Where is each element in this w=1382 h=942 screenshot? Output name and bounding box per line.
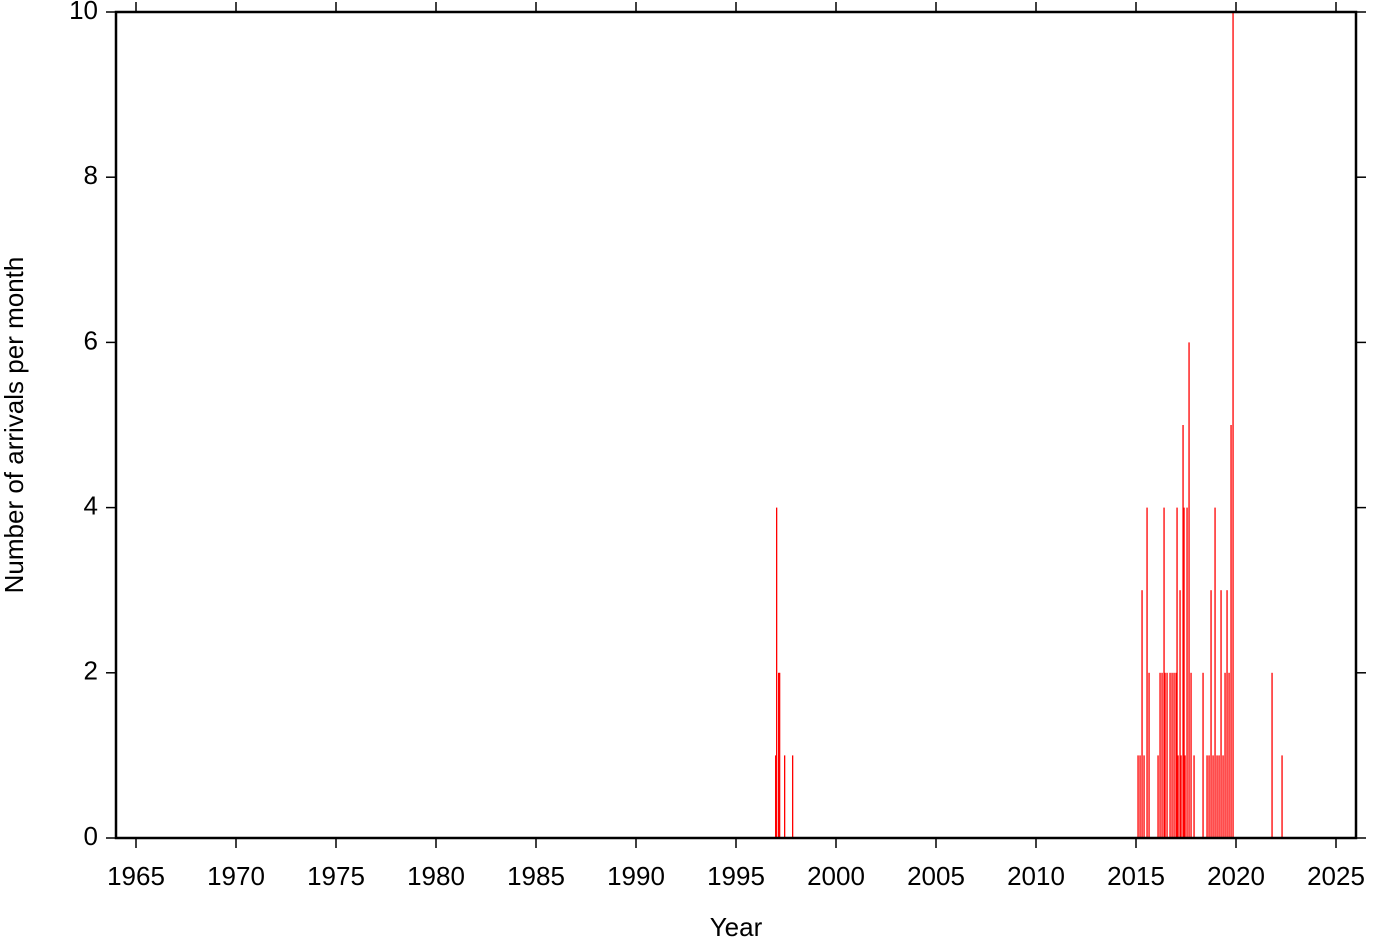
bar	[779, 672, 781, 838]
bar	[784, 755, 786, 838]
bar	[1161, 672, 1163, 838]
x-tick-label: 1975	[307, 861, 365, 891]
bar	[1137, 755, 1139, 838]
y-tick-label: 4	[84, 490, 98, 520]
bar	[1281, 755, 1283, 838]
bar	[1212, 755, 1214, 838]
x-tick-label: 2025	[1307, 861, 1365, 891]
bar	[1188, 342, 1190, 838]
bar	[1208, 755, 1210, 838]
bar	[1224, 672, 1226, 838]
x-tick-label: 1995	[707, 861, 765, 891]
bar	[1139, 755, 1141, 838]
bar	[1180, 755, 1182, 838]
bar	[1218, 755, 1220, 838]
bar	[1148, 672, 1150, 838]
bar	[1183, 507, 1185, 838]
x-axis-label: Year	[710, 912, 763, 942]
y-axis-label: Number of arrivals per month	[0, 257, 29, 594]
bar	[1220, 590, 1222, 838]
x-tick-label: 1970	[207, 861, 265, 891]
x-tick-label: 1985	[507, 861, 565, 891]
bar	[1179, 590, 1181, 838]
bar	[1232, 12, 1234, 838]
x-tick-label: 1965	[107, 861, 165, 891]
bar	[1176, 507, 1178, 838]
x-tick-label: 1990	[607, 861, 665, 891]
bar	[1163, 507, 1165, 838]
bar	[1214, 507, 1216, 838]
bar	[1175, 672, 1177, 838]
bar	[1157, 755, 1159, 838]
bar	[1271, 672, 1273, 838]
y-tick-label: 2	[84, 656, 98, 686]
y-tick-label: 8	[84, 160, 98, 190]
bar	[1177, 755, 1179, 838]
bar	[1182, 425, 1184, 838]
bar	[1228, 672, 1230, 838]
bar	[1171, 672, 1173, 838]
bar	[1193, 755, 1195, 838]
bar	[1206, 755, 1208, 838]
bar	[1186, 507, 1188, 838]
bar	[1141, 590, 1143, 838]
y-tick-label: 0	[84, 821, 98, 851]
bar	[1190, 672, 1192, 838]
bar	[775, 755, 777, 838]
bar	[1210, 590, 1212, 838]
bar	[1169, 672, 1171, 838]
x-tick-label: 2005	[907, 861, 965, 891]
x-tick-label: 2020	[1207, 861, 1265, 891]
bar	[1146, 507, 1148, 838]
bar	[776, 507, 778, 838]
bar	[1184, 755, 1186, 838]
bar	[792, 755, 794, 838]
bar	[1222, 755, 1224, 838]
bar	[1216, 755, 1218, 838]
plot-frame	[114, 10, 1358, 840]
bar	[1164, 672, 1166, 838]
y-tick-label: 10	[69, 0, 98, 25]
y-tick-label: 6	[84, 325, 98, 355]
bar	[1202, 672, 1204, 838]
bar	[1230, 425, 1232, 838]
bar	[778, 672, 780, 838]
bar	[1143, 755, 1145, 838]
bar	[1226, 590, 1228, 838]
bar	[1166, 672, 1168, 838]
x-tick-label: 2000	[807, 861, 865, 891]
x-tick-label: 2015	[1107, 861, 1165, 891]
bar	[1173, 672, 1175, 838]
bar	[1159, 672, 1161, 838]
x-tick-label: 2010	[1007, 861, 1065, 891]
x-tick-label: 1980	[407, 861, 465, 891]
